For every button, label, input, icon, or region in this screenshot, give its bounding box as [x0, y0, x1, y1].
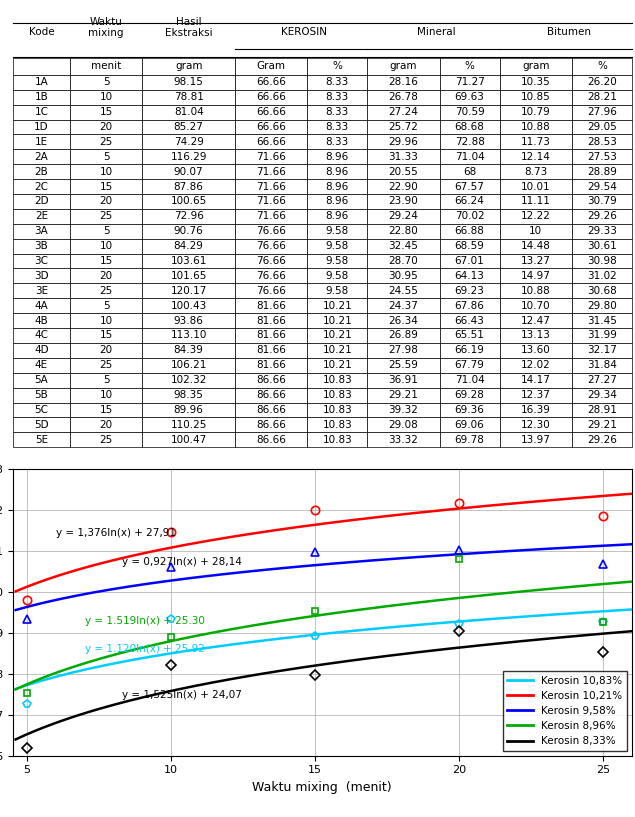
- Kerosin 8,33%: [213, 677, 220, 687]
- Kerosin 9,58%: [256, 565, 264, 575]
- X-axis label: Waktu mixing  (menit): Waktu mixing (menit): [253, 781, 392, 794]
- Line: Kerosin 9,58%: Kerosin 9,58%: [16, 544, 632, 610]
- Kerosin 10,21%: [457, 503, 464, 513]
- Text: y = 1.519ln(x) + 25.30: y = 1.519ln(x) + 25.30: [84, 616, 204, 626]
- Kerosin 9,58%: [399, 553, 407, 563]
- Kerosin 8,96%: [12, 685, 20, 694]
- Kerosin 10,83%: [86, 663, 93, 673]
- Kerosin 9,58%: [12, 605, 20, 615]
- Line: Kerosin 8,96%: Kerosin 8,96%: [16, 582, 632, 690]
- Kerosin 10,83%: [213, 641, 220, 651]
- Text: KEROSIN: KEROSIN: [281, 27, 327, 37]
- Legend: Kerosin 10,83%, Kerosin 10,21%, Kerosin 9,58%, Kerosin 8,96%, Kerosin 8,33%: Kerosin 10,83%, Kerosin 10,21%, Kerosin …: [503, 672, 627, 751]
- Kerosin 8,96%: [460, 592, 467, 602]
- Text: Kode: Kode: [29, 27, 54, 37]
- Kerosin 8,33%: [12, 734, 20, 744]
- Text: y = 1,376ln(x) + 27,91: y = 1,376ln(x) + 27,91: [56, 529, 176, 538]
- Text: y = 1,525ln(x) + 24,07: y = 1,525ln(x) + 24,07: [122, 690, 242, 699]
- Kerosin 8,33%: [628, 627, 635, 636]
- Text: Bitumen: Bitumen: [547, 27, 591, 37]
- Kerosin 9,58%: [86, 588, 93, 598]
- Kerosin 9,58%: [628, 539, 635, 549]
- Line: Kerosin 10,21%: Kerosin 10,21%: [16, 493, 632, 592]
- Kerosin 8,96%: [457, 593, 464, 603]
- Kerosin 10,21%: [86, 561, 93, 571]
- Kerosin 8,96%: [256, 619, 264, 629]
- Text: y = 0,927ln(x) + 28,14: y = 0,927ln(x) + 28,14: [122, 557, 242, 567]
- Kerosin 9,58%: [460, 549, 467, 559]
- Kerosin 10,21%: [213, 534, 220, 544]
- Kerosin 9,58%: [213, 570, 220, 580]
- Kerosin 10,83%: [12, 684, 20, 694]
- Line: Kerosin 8,33%: Kerosin 8,33%: [16, 632, 632, 739]
- Kerosin 8,33%: [399, 649, 407, 659]
- Kerosin 8,96%: [399, 600, 407, 609]
- Text: Mineral: Mineral: [417, 27, 456, 37]
- Kerosin 8,33%: [86, 707, 93, 717]
- Kerosin 10,83%: [628, 605, 635, 614]
- Text: Waktu
mixing: Waktu mixing: [88, 16, 124, 38]
- Text: Hasil
Ekstraksi: Hasil Ekstraksi: [165, 16, 213, 38]
- Kerosin 10,21%: [12, 587, 20, 596]
- Kerosin 8,33%: [256, 669, 264, 679]
- Kerosin 8,33%: [460, 642, 467, 652]
- Kerosin 9,58%: [457, 549, 464, 559]
- Kerosin 8,96%: [86, 657, 93, 667]
- Kerosin 10,83%: [457, 617, 464, 627]
- Kerosin 10,21%: [256, 528, 264, 538]
- Kerosin 10,21%: [628, 489, 635, 498]
- Kerosin 10,83%: [256, 636, 264, 646]
- Kerosin 8,96%: [628, 577, 635, 587]
- Kerosin 10,21%: [460, 503, 467, 513]
- Kerosin 8,33%: [457, 642, 464, 652]
- Kerosin 10,83%: [399, 621, 407, 631]
- Text: y = 1.120ln(x) + 25.92: y = 1.120ln(x) + 25.92: [84, 645, 204, 654]
- Kerosin 10,21%: [399, 509, 407, 519]
- Kerosin 10,83%: [460, 616, 467, 626]
- Kerosin 8,96%: [213, 627, 220, 637]
- Line: Kerosin 10,83%: Kerosin 10,83%: [16, 609, 632, 689]
